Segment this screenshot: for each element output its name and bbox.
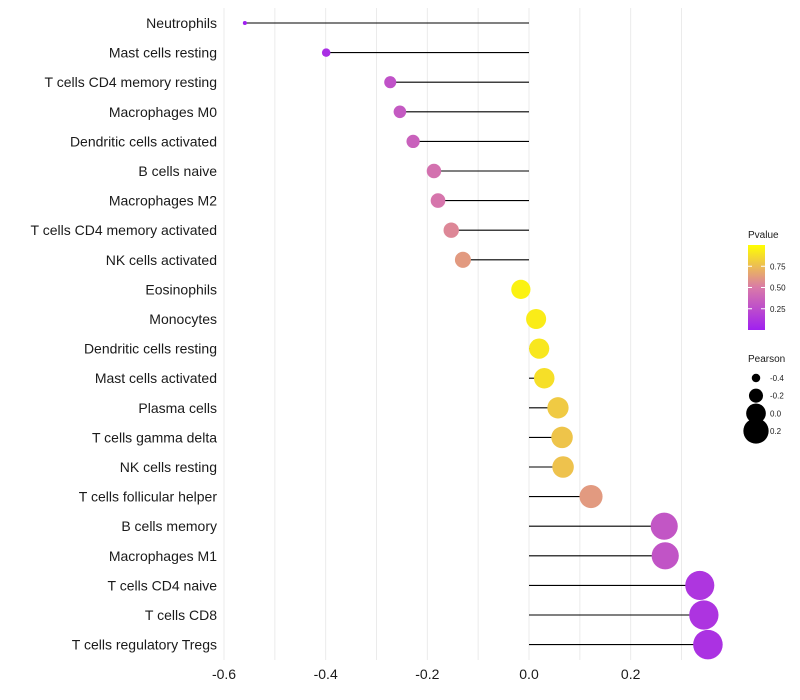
x-tick-label: 0.2 <box>621 666 641 682</box>
lollipop-point <box>511 279 531 300</box>
y-tick-label: Mast cells activated <box>95 370 217 386</box>
x-tick-label: 0.0 <box>519 666 539 682</box>
size-legend-dot <box>746 403 766 424</box>
size-legend-dot <box>743 418 769 444</box>
lollipop-point <box>579 485 603 509</box>
x-tick-label: -0.6 <box>212 666 236 682</box>
size-legend-label: -0.2 <box>770 392 784 401</box>
colorbar-tick-label: 0.25 <box>770 305 786 314</box>
y-tick-label: T cells CD4 naive <box>108 577 218 593</box>
y-axis-labels: Neutrophils Mast cells resting T cells CD4… <box>31 15 218 653</box>
lollipop-point <box>454 251 471 268</box>
pvalue-legend-title: Pvalue <box>748 230 779 241</box>
y-tick-label: Neutrophils <box>146 15 217 31</box>
lollipop-point <box>426 163 442 179</box>
colorbar-tick-label: 0.50 <box>770 284 786 293</box>
y-tick-label: Macrophages M1 <box>109 548 217 564</box>
lollipop-point <box>533 367 555 389</box>
y-tick-label: Dendritic cells resting <box>84 341 217 357</box>
y-tick-label: T cells regulatory Tregs <box>72 637 217 653</box>
size-legend-dot <box>748 388 764 403</box>
y-tick-label: T cells follicular helper <box>79 489 218 505</box>
colorbar-tick-label: 0.75 <box>770 262 786 271</box>
lollipop-point <box>393 105 407 119</box>
lollipop-point <box>384 76 397 89</box>
lollipop-point <box>242 20 247 26</box>
lollipop-point <box>321 48 331 57</box>
pvalue-legend: Pvalue 0.75 0.50 0.25 <box>748 230 786 330</box>
y-tick-label: NK cells activated <box>106 252 217 268</box>
size-legend-label: -0.4 <box>770 374 784 383</box>
lollipop-point <box>693 629 723 660</box>
y-tick-label: T cells gamma delta <box>92 429 217 445</box>
x-tick-label: -0.4 <box>314 666 338 682</box>
size-legend-label: 0.0 <box>770 409 782 418</box>
y-tick-label: Macrophages M0 <box>109 104 217 120</box>
lollipop-point <box>547 397 569 419</box>
lollipop-point <box>551 426 573 449</box>
x-axis-labels: -0.6 -0.4 -0.2 0.0 0.2 <box>212 666 641 682</box>
lollipop-point <box>430 193 446 208</box>
y-tick-label: Plasma cells <box>138 400 217 416</box>
size-legend-dot <box>751 373 761 383</box>
y-tick-label: T cells CD4 memory activated <box>31 222 217 238</box>
y-tick-label: B cells memory <box>121 518 217 534</box>
lollipop-point <box>406 134 420 149</box>
pearson-legend-title: Pearson <box>748 354 785 365</box>
lollipop-point <box>651 542 679 570</box>
y-tick-label: NK cells resting <box>120 459 217 475</box>
y-tick-label: Macrophages M2 <box>109 193 217 209</box>
lollipop-point <box>689 600 719 630</box>
pearson-legend: Pearson -0.4 -0.2 0.0 0.2 <box>743 354 785 444</box>
lollipop-point <box>529 338 550 359</box>
y-tick-label: Dendritic cells activated <box>70 133 217 149</box>
y-tick-label: B cells naive <box>138 163 217 179</box>
lollipop-point <box>685 570 715 600</box>
y-tick-label: Mast cells resting <box>109 45 217 61</box>
lollipop-points <box>242 20 723 660</box>
lollipop-point <box>650 512 678 540</box>
grid-lines <box>223 8 682 660</box>
lollipop-point <box>526 308 547 330</box>
lollipop-point <box>552 456 574 478</box>
lollipop-stems <box>244 22 708 646</box>
y-tick-label: Eosinophils <box>145 281 217 297</box>
y-tick-label: T cells CD4 memory resting <box>45 74 217 90</box>
x-tick-label: -0.2 <box>415 666 439 682</box>
pvalue-colorbar <box>748 245 765 330</box>
y-tick-label: T cells CD8 <box>145 607 217 623</box>
size-legend-label: 0.2 <box>770 427 782 436</box>
y-tick-label: Monocytes <box>149 311 217 327</box>
lollipop-point <box>443 222 459 238</box>
